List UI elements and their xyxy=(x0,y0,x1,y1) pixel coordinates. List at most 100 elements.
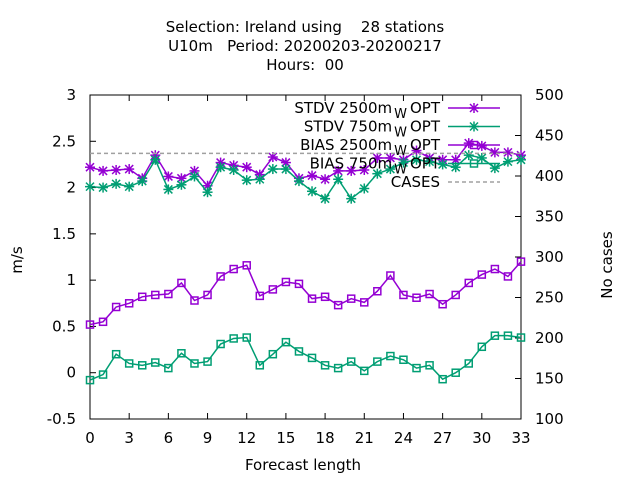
data-point xyxy=(516,154,526,165)
data-point xyxy=(399,290,408,300)
data-point xyxy=(177,278,186,288)
data-point xyxy=(333,174,344,185)
y2-tick-label: 400 xyxy=(535,167,564,185)
data-point xyxy=(437,159,448,170)
data-point xyxy=(98,317,108,327)
data-point xyxy=(241,175,252,186)
data-point xyxy=(137,176,148,187)
data-point xyxy=(346,294,356,303)
legend-entry: CASES xyxy=(391,173,500,191)
data-point xyxy=(425,289,434,299)
data-point xyxy=(372,168,383,179)
data-point xyxy=(438,299,447,309)
data-point xyxy=(477,342,487,352)
x-tick-label: 30 xyxy=(472,429,491,447)
y-tick-label: 2.5 xyxy=(52,132,76,150)
data-point xyxy=(124,181,135,192)
data-point xyxy=(202,187,213,198)
data-point xyxy=(268,349,278,359)
y2-axis-label: No cases xyxy=(598,231,616,299)
y2-tick-label: 250 xyxy=(535,289,564,307)
data-point xyxy=(190,359,199,368)
data-point xyxy=(360,366,369,376)
data-point xyxy=(280,164,291,175)
legend-marker xyxy=(469,103,479,113)
data-point xyxy=(333,363,343,373)
data-point xyxy=(267,164,278,175)
series-bias-2500m xyxy=(85,257,526,329)
data-point xyxy=(438,374,447,384)
data-point xyxy=(203,357,212,366)
data-point xyxy=(451,290,460,300)
data-point xyxy=(111,164,122,175)
data-point xyxy=(177,349,186,358)
data-point xyxy=(385,152,396,163)
data-point xyxy=(254,174,265,185)
legend-entry: BIAS 750m W OPT xyxy=(310,155,500,178)
data-point xyxy=(490,264,500,274)
data-point xyxy=(346,193,357,204)
x-tick-label: 0 xyxy=(85,429,95,447)
y-tick-label: -0.5 xyxy=(47,410,76,428)
data-point xyxy=(372,152,383,163)
data-point xyxy=(190,296,199,305)
data-point xyxy=(489,147,500,158)
data-point xyxy=(346,357,356,366)
data-point xyxy=(320,193,331,204)
legend-label: BIAS 750m W OPT xyxy=(310,155,441,178)
legend-label: STDV 750m W OPT xyxy=(304,118,441,141)
data-point xyxy=(502,147,513,158)
data-point xyxy=(476,152,487,163)
y2-tick-label: 300 xyxy=(535,248,564,266)
y-tick-label: 1.5 xyxy=(52,225,76,243)
data-point xyxy=(229,334,238,343)
data-point xyxy=(502,156,513,167)
y-tick-label: 2 xyxy=(66,179,76,197)
data-point xyxy=(85,181,95,192)
data-point xyxy=(307,186,318,197)
data-point xyxy=(424,156,435,167)
data-point xyxy=(398,157,409,168)
x-tick-label: 3 xyxy=(124,429,134,447)
data-point xyxy=(164,289,173,299)
legend-entry: BIAS 2500m W OPT xyxy=(300,136,500,159)
x-tick-label: 27 xyxy=(433,429,452,447)
data-point xyxy=(307,294,317,303)
y2-tick-label: 150 xyxy=(535,370,564,388)
data-point xyxy=(412,293,421,302)
legend-entry: STDV 750m W OPT xyxy=(304,118,500,141)
data-point xyxy=(242,333,251,342)
data-point xyxy=(229,264,238,274)
data-point xyxy=(124,359,134,368)
x-tick-label: 9 xyxy=(203,429,213,447)
data-point xyxy=(151,358,160,367)
x-tick-label: 18 xyxy=(316,429,335,447)
data-point xyxy=(151,290,160,300)
data-point xyxy=(293,176,304,187)
legend-label: BIAS 2500m W OPT xyxy=(300,136,441,159)
data-point xyxy=(215,162,226,173)
data-point xyxy=(111,349,121,359)
x-axis-label: Forecast length xyxy=(245,456,361,474)
data-point xyxy=(137,361,147,370)
data-point xyxy=(281,277,291,287)
series-bias-750m xyxy=(85,331,526,385)
y-tick-label: 0 xyxy=(66,364,76,382)
data-point xyxy=(307,353,317,363)
data-point xyxy=(150,154,161,165)
series-line xyxy=(89,334,522,381)
data-point xyxy=(503,331,513,340)
x-tick-label: 33 xyxy=(511,429,530,447)
series-line xyxy=(89,154,522,200)
y-tick-label: 1 xyxy=(66,271,76,289)
data-point xyxy=(203,290,212,300)
data-point xyxy=(451,368,460,377)
chart-title: Selection: Ireland using 28 stations U10… xyxy=(166,18,445,74)
data-point xyxy=(359,183,370,194)
data-point xyxy=(503,272,513,281)
x-tick-label: 12 xyxy=(237,429,256,447)
data-point xyxy=(477,270,487,279)
data-point xyxy=(412,363,421,373)
data-point xyxy=(137,292,147,302)
